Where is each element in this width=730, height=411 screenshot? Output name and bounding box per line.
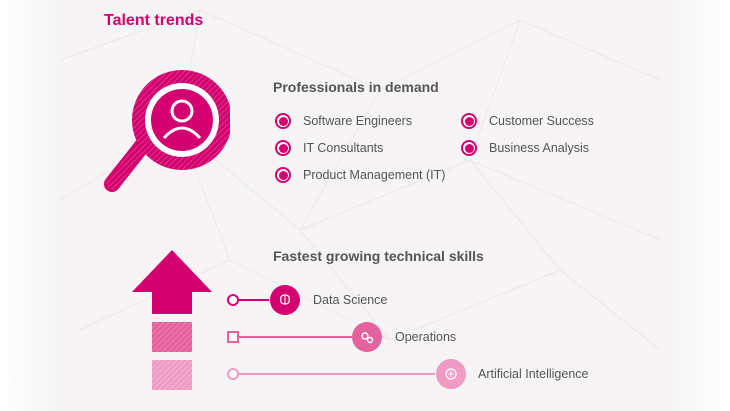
list-item-label: Customer Success	[489, 114, 594, 128]
skill-label: Data Science	[313, 293, 388, 307]
skill-line-operations	[227, 322, 382, 352]
skill-line-data-science	[227, 285, 300, 315]
circuit-brain-icon	[445, 368, 457, 380]
magnifier-person-icon	[104, 70, 230, 192]
growth-arrow-icon	[132, 250, 212, 390]
list-item-label: IT Consultants	[303, 141, 384, 155]
list-item-it-consultants: IT Consultants	[275, 140, 383, 156]
gears-icon	[361, 332, 374, 344]
brain-icon	[280, 294, 290, 305]
skills-heading: Fastest growing technical skills	[273, 248, 484, 264]
bullet-icon	[275, 113, 291, 129]
list-item-label: Software Engineers	[303, 114, 413, 128]
page-title: Talent trends	[104, 12, 204, 29]
list-item-customer-success: Customer Success	[461, 113, 594, 129]
skill-label: Artificial Intelligence	[478, 367, 589, 381]
bullet-icon	[275, 167, 291, 183]
list-item-software-engineers: Software Engineers	[275, 113, 412, 129]
skill-label: Operations	[395, 330, 457, 344]
bullet-icon	[275, 140, 291, 156]
demand-heading: Professionals in demand	[273, 79, 439, 95]
bullet-icon	[461, 113, 477, 129]
bullet-icon	[461, 140, 477, 156]
skill-line-artificial-intelligence	[227, 359, 466, 389]
list-item-business-analysis: Business Analysis	[461, 140, 589, 156]
list-item-label: Product Management (IT)	[303, 168, 446, 182]
list-item-label: Business Analysis	[489, 141, 590, 155]
list-item-product-management: Product Management (IT)	[275, 167, 445, 183]
